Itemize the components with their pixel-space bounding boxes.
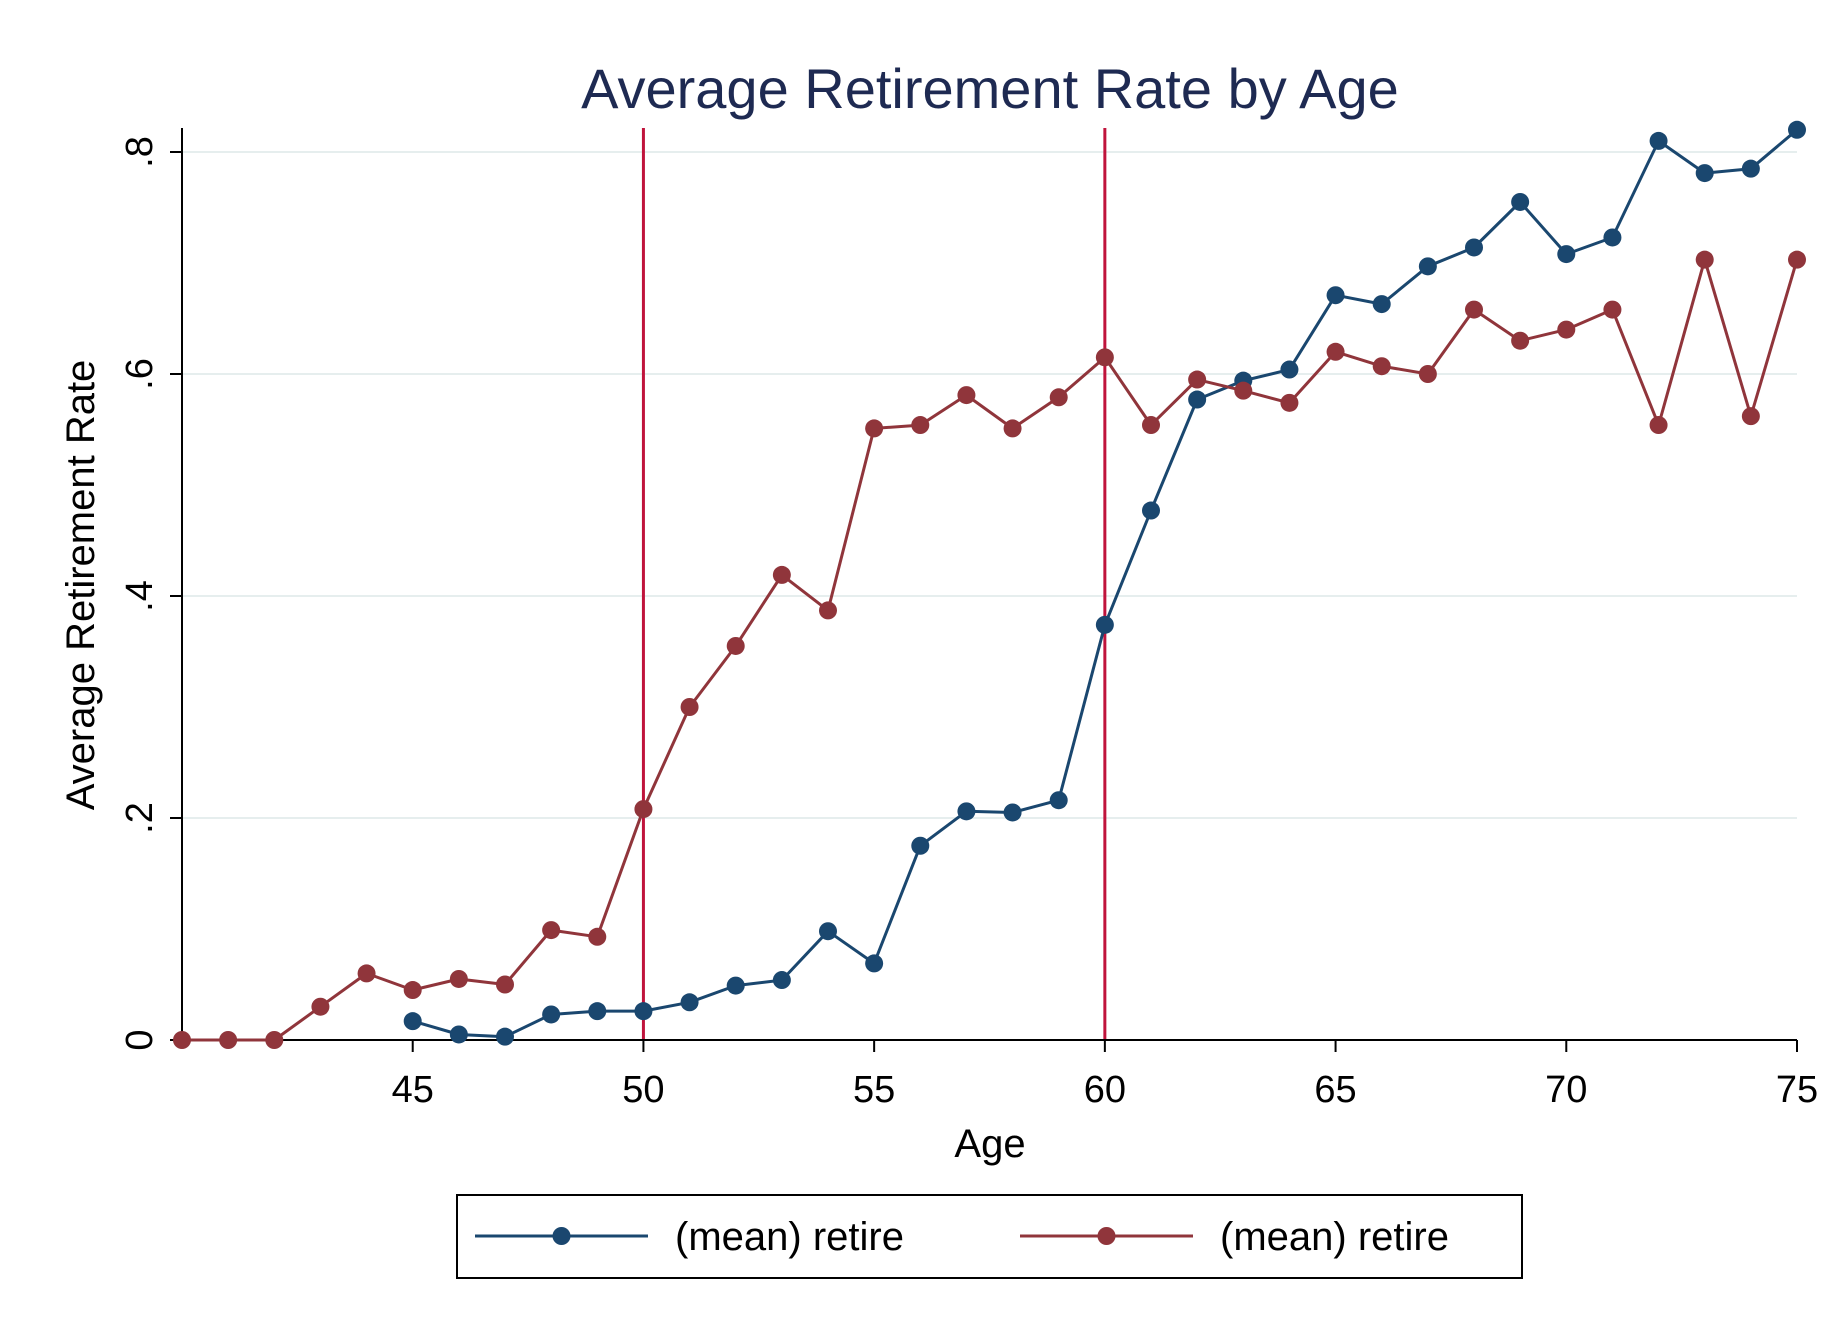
data-point-series-2	[1095, 348, 1114, 367]
data-point-series-2	[957, 386, 976, 405]
data-point-series-2	[1465, 300, 1483, 319]
data-point-series-1	[1142, 501, 1160, 520]
data-point-series-1	[1788, 120, 1806, 139]
data-point-series-2	[1557, 320, 1576, 339]
data-point-series-2	[772, 565, 791, 584]
data-point-series-2	[911, 416, 930, 435]
x-tick-label: 60	[1084, 1069, 1126, 1111]
data-point-series-1	[588, 1002, 607, 1021]
y-tick-label: .6	[119, 358, 161, 390]
legend: (mean) retire (mean) retire	[456, 1194, 1523, 1279]
y-tick-label: .4	[119, 580, 161, 612]
data-point-series-2	[403, 981, 422, 1000]
data-point-series-2	[542, 921, 561, 940]
data-point-series-1	[1418, 257, 1437, 276]
data-point-series-1	[1280, 360, 1299, 379]
data-point-series-1	[1695, 164, 1714, 183]
data-point-series-1	[1326, 286, 1345, 305]
data-point-series-2	[1788, 250, 1806, 269]
data-point-series-2	[819, 601, 837, 620]
data-point-series-2	[1049, 388, 1068, 407]
x-tick-label: 70	[1545, 1069, 1587, 1111]
data-point-series-2	[496, 975, 514, 994]
data-point-series-2	[865, 419, 884, 438]
data-point-series-2	[311, 997, 330, 1016]
data-point-series-2	[1188, 370, 1207, 389]
data-point-series-1	[542, 1005, 561, 1024]
data-point-series-1	[957, 802, 976, 821]
x-tick-label: 65	[1314, 1069, 1356, 1111]
data-point-series-2	[634, 800, 653, 819]
legend-label-series-2: (mean) retire	[1220, 1215, 1449, 1259]
data-point-series-2	[1326, 342, 1345, 361]
y-tick-labels: 0 .2 .4 .6 .8	[119, 136, 161, 1050]
data-point-series-1	[865, 954, 884, 973]
data-point-series-1	[1741, 159, 1760, 178]
data-point-series-1	[1557, 245, 1576, 264]
y-axis-label: Average Retirement Rate	[59, 360, 103, 811]
data-point-series-2	[219, 1031, 238, 1049]
data-point-series-2	[1142, 416, 1160, 435]
data-point-series-2	[1372, 357, 1391, 376]
data-point-series-1	[1188, 390, 1207, 409]
data-point-series-1	[726, 976, 745, 995]
data-point-series-2	[357, 964, 376, 983]
data-point-series-2	[1003, 419, 1022, 438]
y-tick-label: 0	[119, 1029, 161, 1050]
data-point-series-1	[680, 993, 699, 1012]
data-point-series-2	[173, 1031, 191, 1049]
legend-label-series-1: (mean) retire	[675, 1215, 904, 1259]
x-tick-label: 75	[1776, 1069, 1818, 1111]
data-point-series-1	[911, 836, 930, 855]
data-point-series-2	[726, 636, 745, 655]
data-point-series-2	[449, 969, 468, 988]
data-point-series-2	[1603, 300, 1622, 319]
x-tick-label: 55	[853, 1069, 895, 1111]
data-point-series-1	[403, 1012, 422, 1031]
data-point-series-1	[496, 1027, 514, 1046]
data-point-series-1	[1003, 803, 1022, 822]
data-point-series-2	[1511, 331, 1530, 350]
data-point-series-1	[449, 1025, 468, 1044]
x-tick-label: 45	[392, 1069, 434, 1111]
x-tick-label: 50	[622, 1069, 664, 1111]
data-point-series-2	[1280, 393, 1299, 412]
data-point-series-1	[1372, 295, 1391, 314]
data-point-series-2	[1695, 250, 1714, 269]
data-point-series-1	[772, 971, 791, 990]
data-point-series-1	[1649, 131, 1668, 150]
data-point-series-1	[819, 922, 837, 941]
data-point-series-1	[1603, 228, 1622, 247]
data-point-series-1	[1465, 238, 1483, 257]
x-axis-label: Age	[954, 1122, 1025, 1166]
data-point-series-2	[588, 927, 607, 946]
data-point-series-1	[1095, 615, 1114, 634]
data-point-series-1	[1511, 192, 1530, 211]
data-point-series-2	[265, 1031, 284, 1049]
y-tick-label: .8	[119, 136, 161, 168]
data-point-series-2	[1418, 365, 1437, 383]
data-point-series-1	[1049, 791, 1068, 810]
plot-axes	[170, 128, 1798, 1052]
gridlines	[182, 151, 1797, 819]
series-points	[173, 120, 1806, 1049]
legend-marker-series-2	[1097, 1227, 1116, 1245]
data-point-series-2	[1234, 381, 1253, 400]
data-point-series-2	[1649, 416, 1668, 435]
legend-marker-series-1	[552, 1227, 571, 1245]
chart-title: Average Retirement Rate by Age	[581, 57, 1399, 120]
data-point-series-2	[680, 698, 699, 716]
x-tick-labels: 45 50 55 60 65 70 75	[392, 1069, 1819, 1111]
reference-lines	[641, 128, 1107, 1040]
y-tick-label: .2	[119, 802, 161, 834]
data-point-series-2	[1741, 407, 1760, 426]
data-point-series-1	[634, 1002, 653, 1021]
